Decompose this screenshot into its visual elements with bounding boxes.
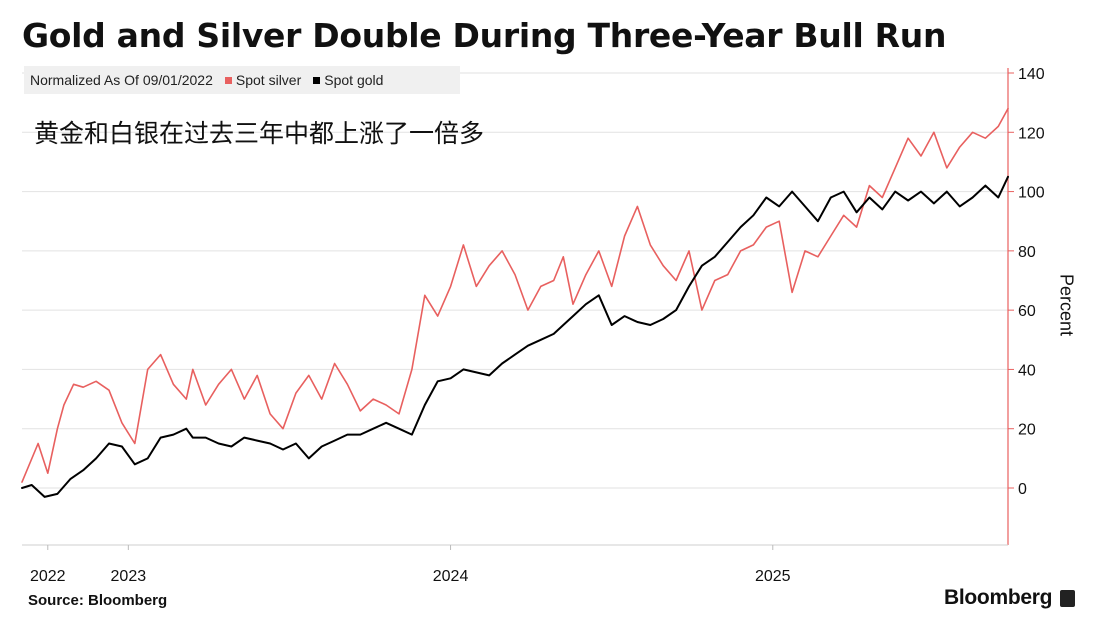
y-tick-label-40: 40 xyxy=(1018,362,1036,379)
x-tick-label-2024: 2024 xyxy=(433,568,469,585)
source-note: Source: Bloomberg xyxy=(28,592,168,609)
x-tick-label-2022: 2022 xyxy=(30,568,66,585)
y-tick-label-60: 60 xyxy=(1018,303,1036,320)
chart-title: Gold and Silver Double During Three-Year… xyxy=(22,16,947,55)
legend-label-silver: Spot silver xyxy=(235,72,302,88)
y-tick-label-80: 80 xyxy=(1018,244,1036,261)
axes: 0 20 40 60 80 100 120 140 2022 2023 2024 2025 xyxy=(22,66,1045,585)
series-line-spot-gold xyxy=(21,175,1009,498)
legend-swatch-silver xyxy=(224,76,232,84)
y-tick-label-120: 120 xyxy=(1018,125,1045,142)
x-tick-label-2025: 2025 xyxy=(755,568,791,585)
brand-logo: Bloomberg xyxy=(944,586,1053,609)
series-line-spot-silver xyxy=(21,107,1009,483)
chart-annotation: 黄金和白银在过去三年中都上涨了一倍多 xyxy=(34,119,485,148)
x-tick-label-2023: 2023 xyxy=(111,568,147,585)
series-lines xyxy=(21,107,1009,498)
y-tick-label-100: 100 xyxy=(1018,185,1045,202)
brand-logo-icon xyxy=(1060,590,1075,607)
legend: Normalized As Of 09/01/2022 Spot silver … xyxy=(24,66,460,94)
y-tick-label-0: 0 xyxy=(1018,481,1027,498)
normalized-note: Normalized As Of 09/01/2022 xyxy=(30,72,213,88)
legend-label-gold: Spot gold xyxy=(324,72,384,88)
y-tick-label-140: 140 xyxy=(1018,66,1045,83)
y-axis-label: Percent xyxy=(1056,273,1077,337)
y-tick-label-20: 20 xyxy=(1018,422,1036,439)
legend-swatch-gold xyxy=(313,76,321,84)
